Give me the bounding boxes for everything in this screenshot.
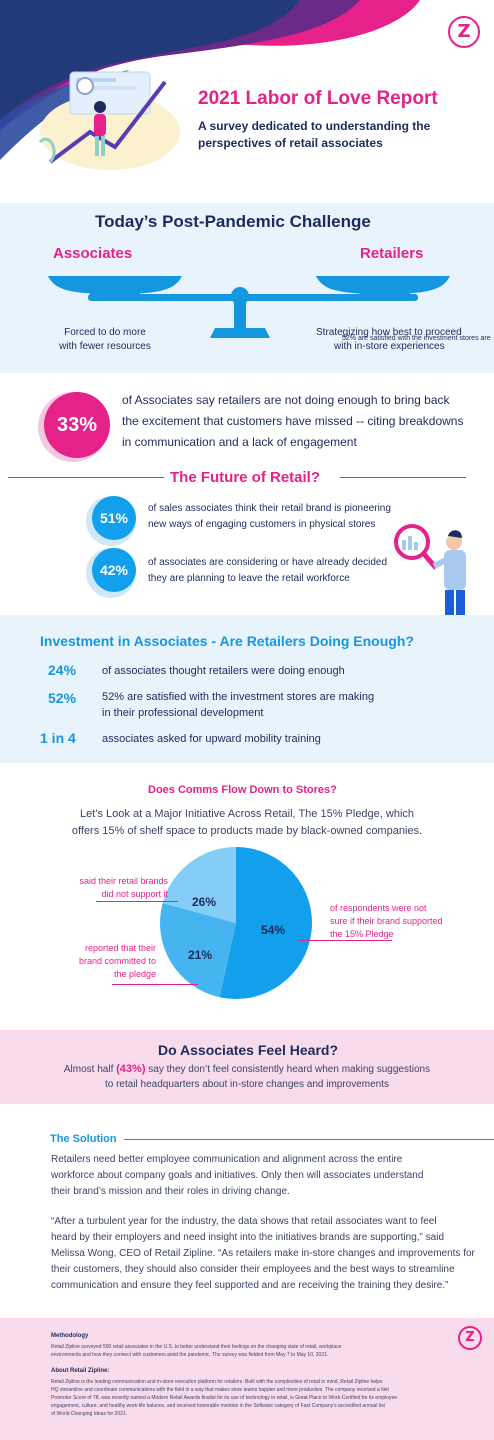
report-title: 2021 Labor of Love Report bbox=[198, 88, 438, 109]
pie-slice-not-sure bbox=[219, 847, 312, 999]
heard-body: Almost half (43%) say they don’t feel co… bbox=[63, 1063, 431, 1090]
pie-slice-did-not-support bbox=[160, 903, 236, 998]
challenge-title: Today’s Post-Pandemic Challenge bbox=[95, 212, 371, 231]
balance-scale-icon bbox=[48, 276, 450, 338]
investment-text-1in4: associates asked for upward mobility tra… bbox=[102, 733, 321, 745]
solution-paragraph-2: “After a turbulent year for the industry… bbox=[51, 1216, 475, 1291]
solution-title: The Solution bbox=[50, 1133, 117, 1145]
about-text: Retail Zipline is the leading communicat… bbox=[51, 1379, 398, 1417]
pie-leader-54 bbox=[300, 940, 392, 941]
about-title: About Retail Zipline: bbox=[51, 1368, 110, 1374]
retailers-label: Retailers bbox=[360, 245, 424, 262]
investment-stat-24: 24% bbox=[48, 662, 77, 678]
comms-title: Does Comms Flow Down to Stores? bbox=[148, 784, 337, 796]
stat-42-text: of associates are considering or have al… bbox=[148, 557, 388, 584]
footer-logo-icon: Z bbox=[458, 1326, 482, 1350]
pie-leader-21 bbox=[112, 984, 198, 985]
pie-annotation-26: said their retail brands did not support… bbox=[79, 876, 168, 899]
pie-slice-committed bbox=[162, 847, 236, 923]
heard-title: Do Associates Feel Heard? bbox=[158, 1042, 338, 1058]
investment-text-52: 52% are satisfied with the investment st… bbox=[102, 691, 375, 719]
comms-intro: Let’s Look at a Major Initiative Across … bbox=[71, 808, 423, 837]
report-subtitle: A survey dedicated to understanding the … bbox=[198, 119, 431, 150]
pie-annotation-21: reported that their brand committed to t… bbox=[78, 943, 156, 979]
header-waves bbox=[0, 0, 420, 160]
investment-stat-52: 52% bbox=[48, 690, 77, 706]
future-divider-left bbox=[8, 477, 164, 478]
pie-label-54: 54% bbox=[261, 923, 286, 937]
investment-band bbox=[0, 615, 494, 763]
zipline-logo-icon: Z bbox=[448, 16, 480, 48]
pie-label-21: 21% bbox=[188, 948, 213, 962]
retailers-desc: Strategizing how best to proceed with in… bbox=[316, 327, 462, 352]
retailers-overlap-text: 52% are satisfied with the investment st… bbox=[342, 335, 491, 342]
footer-band bbox=[0, 1318, 494, 1440]
pie-label-26: 26% bbox=[192, 895, 217, 909]
analytics-illustration bbox=[38, 71, 180, 170]
solution-divider bbox=[124, 1139, 494, 1140]
methodology-text: Retail Zipline surveyed 500 retail assoc… bbox=[51, 1344, 342, 1358]
stat-51-circle: 51% bbox=[92, 496, 136, 540]
pie-leader-26 bbox=[96, 901, 178, 902]
methodology-title: Methodology bbox=[51, 1333, 89, 1339]
solution-paragraph-1: Retailers need better employee communica… bbox=[51, 1154, 424, 1197]
stat-51-text: of sales associates think their retail b… bbox=[148, 503, 391, 530]
pie-annotation-54: of respondents were not sure if their br… bbox=[330, 903, 443, 939]
investment-title: Investment in Associates - Are Retailers… bbox=[40, 633, 414, 649]
stat-33-text: of Associates say retailers are not doin… bbox=[122, 393, 464, 449]
associates-desc: Forced to do more with fewer resources bbox=[59, 327, 151, 352]
comms-pie-chart bbox=[160, 847, 312, 999]
associates-label: Associates bbox=[53, 245, 133, 262]
future-divider-right bbox=[340, 477, 466, 478]
investment-text-24: of associates thought retailers were doi… bbox=[102, 665, 345, 677]
future-title: The Future of Retail? bbox=[170, 469, 320, 486]
stat-33-circle: 33% bbox=[44, 392, 110, 458]
stat-42-circle: 42% bbox=[92, 548, 136, 592]
investment-stat-1in4: 1 in 4 bbox=[40, 730, 76, 746]
heard-band bbox=[0, 1030, 494, 1104]
